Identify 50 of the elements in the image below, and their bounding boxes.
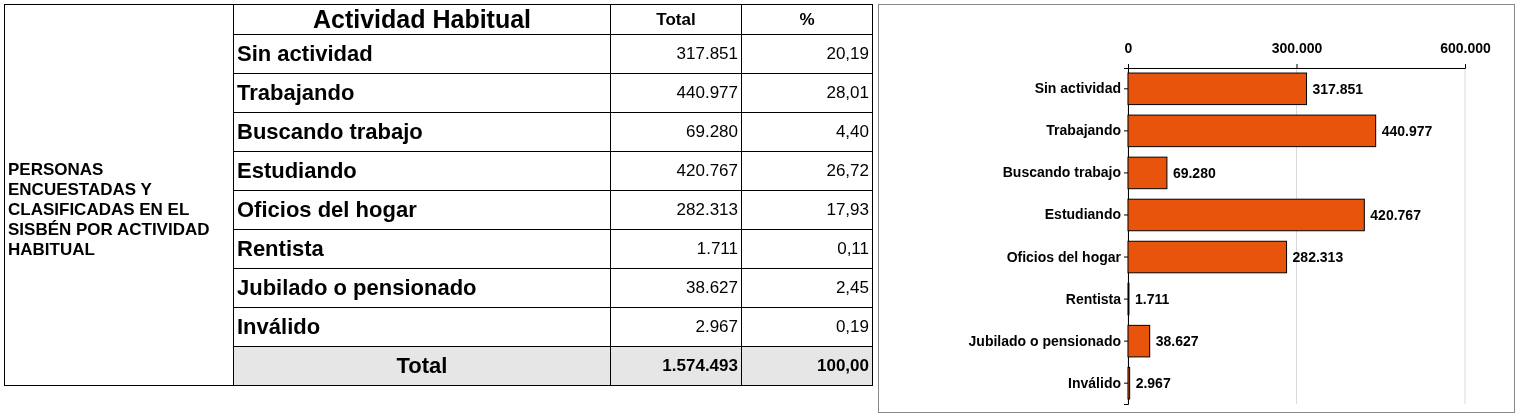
y-tick-label: Oficios del hogar <box>1006 248 1122 265</box>
text: Jubilado o pensionado <box>233 268 611 308</box>
text: 0,19 <box>741 307 873 347</box>
data-label: 69.280 <box>1172 164 1216 181</box>
text: 1.574.493 <box>610 346 742 386</box>
x-tick-label: 0 <box>1124 39 1133 56</box>
text: Estudiando <box>233 151 611 191</box>
text: Buscando trabajo <box>233 112 611 152</box>
text: 0,11 <box>741 229 873 269</box>
text: 28,01 <box>741 73 873 113</box>
text: Rentista <box>233 229 611 269</box>
text: 282.313 <box>610 190 742 230</box>
y-tick-label: Sin actividad <box>1034 80 1121 97</box>
text: 440.977 <box>610 73 742 113</box>
y-tick-label: Rentista <box>1065 290 1122 307</box>
text: 2,45 <box>741 268 873 308</box>
y-tick-label: Inválido <box>1068 374 1121 391</box>
data-label: 1.711 <box>1134 290 1170 307</box>
y-tick-label: Jubilado o pensionado <box>968 332 1121 349</box>
text: Sin actividad <box>233 34 611 74</box>
text: 420.767 <box>610 151 742 191</box>
text: Oficios del hogar <box>233 190 611 230</box>
text: 4,40 <box>741 112 873 152</box>
x-tick-label: 600.000 <box>1440 39 1492 56</box>
x-tick-label: 300.000 <box>1271 39 1323 56</box>
data-label: 317.851 <box>1312 80 1364 97</box>
text: % <box>741 4 873 35</box>
text: Total <box>610 4 742 35</box>
text: 38.627 <box>610 268 742 308</box>
data-label: 2.967 <box>1135 375 1171 392</box>
data-label: 282.313 <box>1292 248 1344 265</box>
data-label: 420.767 <box>1370 206 1422 223</box>
text: 100,00 <box>741 346 873 386</box>
text: 1.711 <box>610 229 742 269</box>
text: Actividad Habitual <box>233 4 611 35</box>
text: 17,93 <box>741 190 873 230</box>
text: Total <box>233 346 611 386</box>
y-tick-label: Buscando trabajo <box>1002 164 1121 181</box>
y-tick-label: Estudiando <box>1044 206 1121 223</box>
text: PERSONAS ENCUESTADAS Y CLASIFICADAS EN EL SISBÉN POR ACTIVIDAD HABITUAL <box>4 34 234 386</box>
data-label: 38.627 <box>1155 333 1199 350</box>
text: 26,72 <box>741 151 873 191</box>
text: 2.967 <box>610 307 742 347</box>
text: 317.851 <box>610 34 742 74</box>
text: Trabajando <box>233 73 611 113</box>
data-label: 440.977 <box>1381 122 1433 139</box>
y-tick-label: Trabajando <box>1046 122 1121 139</box>
text: 69.280 <box>610 112 742 152</box>
text: 20,19 <box>741 34 873 74</box>
text: Inválido <box>233 307 611 347</box>
